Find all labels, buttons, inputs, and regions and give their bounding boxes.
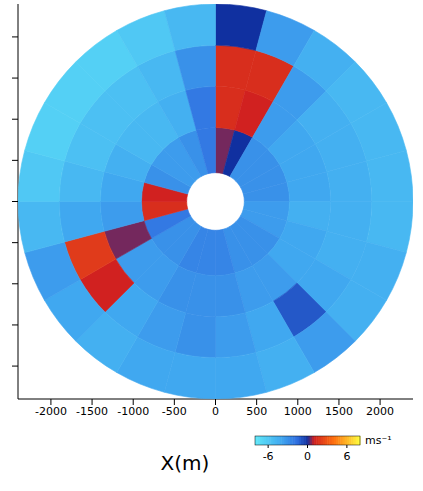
svg-text:6: 6	[343, 450, 350, 463]
svg-text:500: 500	[246, 405, 267, 418]
svg-text:-2000: -2000	[35, 405, 67, 418]
svg-text:1000: 1000	[284, 405, 312, 418]
svg-text:-1500: -1500	[76, 405, 108, 418]
svg-text:ms⁻¹: ms⁻¹	[365, 434, 392, 447]
svg-text:-6: -6	[263, 450, 274, 463]
svg-text:1500: 1500	[325, 405, 353, 418]
svg-text:X(m): X(m)	[161, 451, 210, 475]
svg-text:2000: 2000	[366, 405, 394, 418]
svg-text:0: 0	[304, 450, 311, 463]
svg-text:0: 0	[212, 405, 219, 418]
svg-text:-500: -500	[162, 405, 187, 418]
svg-text:-1000: -1000	[117, 405, 149, 418]
